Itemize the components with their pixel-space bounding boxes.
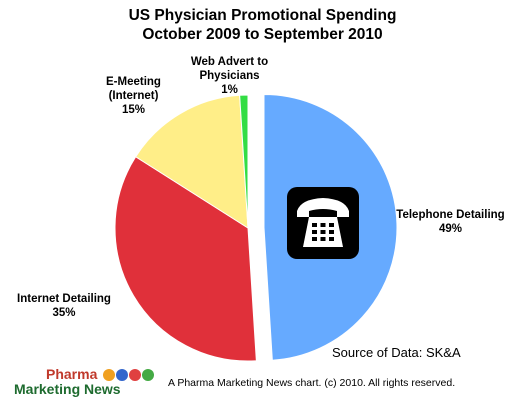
- slice-label-internet-detailing: Internet Detailing 35%: [4, 292, 124, 320]
- logo-word-marketing-news: Marketing News: [14, 381, 121, 397]
- slice-label-name-line-1: Web Advert to: [177, 55, 282, 69]
- slice-label-name: Internet Detailing: [4, 292, 124, 306]
- source-note: Source of Data: SK&A: [332, 345, 461, 360]
- copyright-footer: A Pharma Marketing News chart. (c) 2010.…: [168, 377, 455, 389]
- slice-label-percent: 15%: [86, 103, 181, 117]
- slice-label-percent: 1%: [177, 83, 282, 97]
- logo-pills-icon: [102, 368, 154, 382]
- slice-label-e-meeting: E-Meeting (Internet) 15%: [86, 75, 181, 117]
- slice-label-name: Telephone Detailing: [388, 208, 513, 222]
- slice-label-telephone-detailing: Telephone Detailing 49%: [388, 208, 513, 236]
- pharma-marketing-news-logo: Pharma Marketing News: [14, 366, 164, 406]
- slice-label-web-advert: Web Advert to Physicians 1%: [177, 55, 282, 97]
- slice-label-percent: 49%: [388, 222, 513, 236]
- slice-label-percent: 35%: [4, 306, 124, 320]
- slice-label-name-line-1: E-Meeting: [86, 75, 181, 89]
- slice-label-name-line-2: (Internet): [86, 89, 181, 103]
- logo-word-pharma: Pharma: [46, 366, 97, 382]
- telephone-icon: [287, 187, 359, 259]
- slice-label-name-line-2: Physicians: [177, 69, 282, 83]
